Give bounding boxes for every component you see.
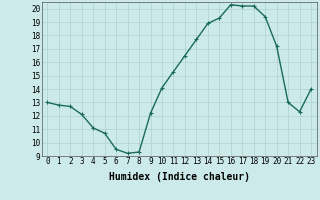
X-axis label: Humidex (Indice chaleur): Humidex (Indice chaleur) — [109, 172, 250, 182]
